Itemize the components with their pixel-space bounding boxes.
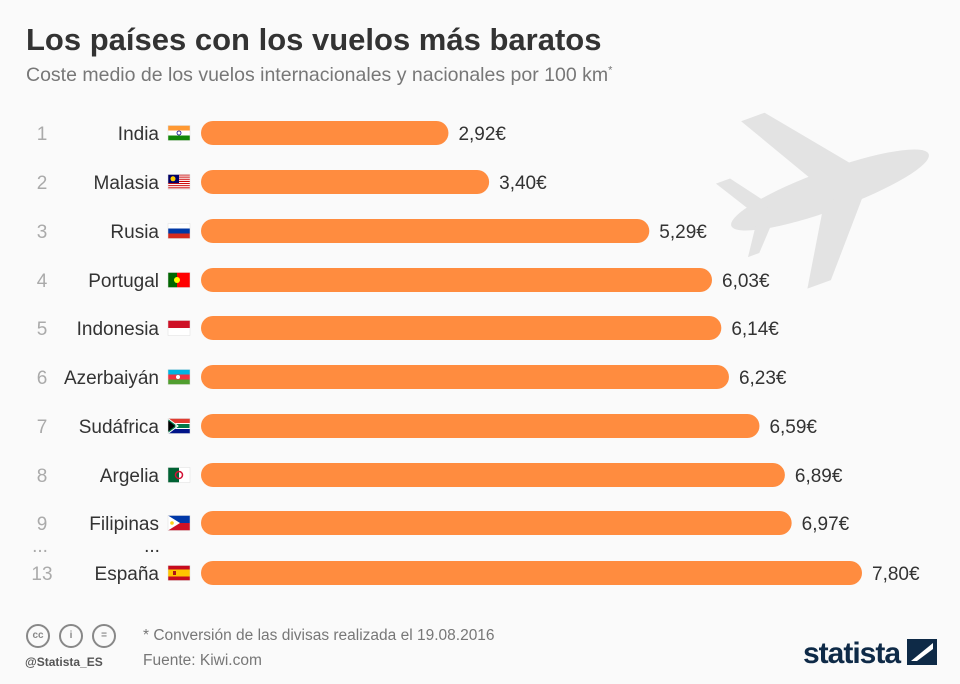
flag-spain-icon [167,565,191,581]
bar [201,121,449,145]
value-label: 6,59€ [769,417,817,438]
rank-label: 6 [37,368,48,389]
country-label: Argelia [100,466,160,487]
value-label: 6,97€ [802,514,850,535]
flag-indonesia-icon [167,320,191,336]
flag-russia-icon [167,223,191,239]
bar-row: 3 Rusia 5,29€ [37,219,707,243]
subtitle-text: Coste medio de los vuelos internacionale… [26,64,609,86]
bar-row: 13 España 7,80€ [31,561,920,585]
flag-philippines-icon [167,515,191,531]
value-label: 7,80€ [872,564,920,585]
country-label: Rusia [110,222,159,243]
creative-commons-icon[interactable]: cc [26,624,50,648]
no-derivatives-icon[interactable]: = [92,624,116,648]
bar [201,316,722,340]
footnote: * Conversión de las divisas realizada el… [143,627,495,644]
country-label: Azerbaiyán [64,368,159,389]
rank-label: 13 [31,564,52,585]
country-label: Portugal [88,271,159,292]
flag-portugal-icon [167,272,191,288]
logo-text: statista [803,637,901,670]
chart-title: Los países con los vuelos más baratos [26,22,602,57]
bar [201,463,785,487]
statista-logo[interactable]: statista [803,637,938,671]
chart-subtitle: Coste medio de los vuelos internacionale… [26,64,612,87]
bar-row: 5 Indonesia 6,14€ [37,316,779,340]
bar [201,268,713,292]
bar [201,365,729,389]
bar-row: 4 Portugal 6,03€ [37,268,770,292]
value-label: 2,92€ [458,124,506,145]
rank-label: 4 [37,271,48,292]
bar [201,511,792,535]
country-label: Filipinas [89,514,159,535]
value-label: 5,29€ [659,222,707,243]
bar [201,219,650,243]
country-label: Sudáfrica [79,417,160,438]
flag-azerbaijan-icon [167,369,191,385]
attribution-icon[interactable]: i [59,624,83,648]
bar [201,561,862,585]
flag-india-icon [167,125,191,141]
ellipsis-rank: ... [32,536,48,557]
rank-label: 1 [37,124,48,145]
rank-label: 5 [37,319,48,340]
bar-row: 2 Malasia 3,40€ [37,170,547,194]
bar-row: 9 Filipinas 6,97€ [37,511,850,535]
twitter-handle[interactable]: @Statista_ES [25,655,103,669]
rank-label: 7 [37,417,48,438]
value-label: 6,23€ [739,368,787,389]
country-label: Malasia [94,173,160,194]
flag-south-africa-icon [167,417,191,435]
value-label: 6,89€ [795,466,843,487]
bar-row: 1 India 2,92€ [37,121,506,145]
rank-label: 2 [37,173,48,194]
rank-label: 9 [37,514,48,535]
bar [201,414,760,438]
flag-algeria-icon [167,467,191,483]
statista-mark-icon [907,639,938,665]
value-label: 6,03€ [722,271,770,292]
bar-row: 8 Argelia 6,89€ [37,463,843,487]
country-label: España [95,564,160,585]
airplane-icon [715,112,929,289]
subtitle-footnote-mark: * [608,64,613,77]
value-label: 3,40€ [499,173,547,194]
country-label: Indonesia [77,319,160,340]
country-label: India [118,124,160,145]
bar [201,170,490,194]
ellipsis-country: ... [144,536,160,557]
rank-label: 8 [37,466,48,487]
bar-row: 7 Sudáfrica 6,59€ [37,414,817,438]
source[interactable]: Fuente: Kiwi.com [143,652,262,669]
rank-label: 3 [37,222,48,243]
flag-malaysia-icon [167,174,191,190]
bar-row: 6 Azerbaiyán 6,23€ [37,365,787,389]
value-label: 6,14€ [731,319,779,340]
